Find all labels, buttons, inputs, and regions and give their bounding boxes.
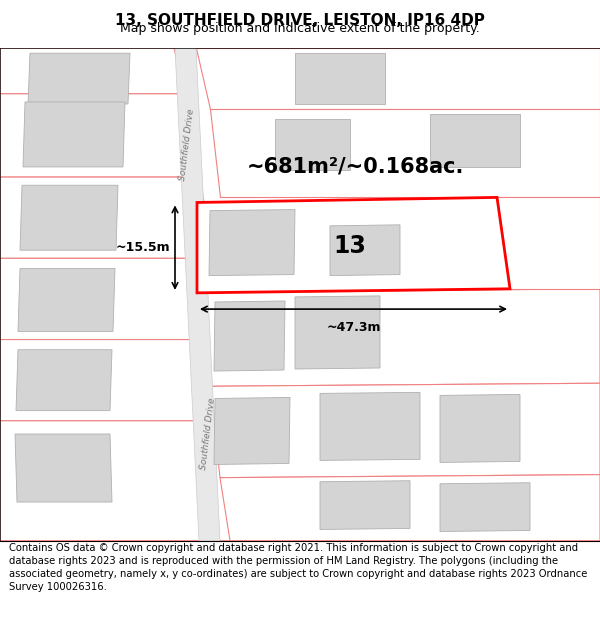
Polygon shape <box>320 481 410 529</box>
Polygon shape <box>295 296 380 369</box>
Polygon shape <box>0 177 213 258</box>
Polygon shape <box>20 185 118 250</box>
Polygon shape <box>15 434 112 502</box>
Polygon shape <box>430 114 520 167</box>
Polygon shape <box>214 398 290 464</box>
Polygon shape <box>18 269 115 331</box>
Text: Southfield Drive: Southfield Drive <box>199 398 217 471</box>
Polygon shape <box>210 383 600 478</box>
Text: 13: 13 <box>334 234 367 258</box>
Polygon shape <box>197 198 510 293</box>
Polygon shape <box>16 350 112 411</box>
Polygon shape <box>175 48 220 541</box>
Text: ~47.3m: ~47.3m <box>326 321 381 334</box>
Polygon shape <box>214 301 285 371</box>
Text: Map shows position and indicative extent of the property.: Map shows position and indicative extent… <box>120 22 480 34</box>
Polygon shape <box>0 339 237 421</box>
Polygon shape <box>497 198 600 289</box>
Polygon shape <box>220 474 600 541</box>
Polygon shape <box>320 392 420 461</box>
Polygon shape <box>275 119 350 170</box>
Text: ~681m²/~0.168ac.: ~681m²/~0.168ac. <box>247 157 464 177</box>
Text: Contains OS data © Crown copyright and database right 2021. This information is : Contains OS data © Crown copyright and d… <box>9 543 587 591</box>
Polygon shape <box>440 482 530 531</box>
Polygon shape <box>0 48 185 94</box>
Text: Southfield Drive: Southfield Drive <box>178 108 196 181</box>
Polygon shape <box>0 258 225 339</box>
Polygon shape <box>295 53 385 104</box>
Polygon shape <box>209 209 295 276</box>
Polygon shape <box>23 102 125 167</box>
Text: ~15.5m: ~15.5m <box>115 241 170 254</box>
Polygon shape <box>196 48 600 109</box>
Polygon shape <box>330 225 400 276</box>
Polygon shape <box>0 94 200 177</box>
Text: 13, SOUTHFIELD DRIVE, LEISTON, IP16 4DP: 13, SOUTHFIELD DRIVE, LEISTON, IP16 4DP <box>115 14 485 29</box>
Polygon shape <box>0 421 248 541</box>
Polygon shape <box>440 394 520 462</box>
Polygon shape <box>210 109 600 198</box>
Polygon shape <box>28 53 130 104</box>
Polygon shape <box>197 289 600 386</box>
